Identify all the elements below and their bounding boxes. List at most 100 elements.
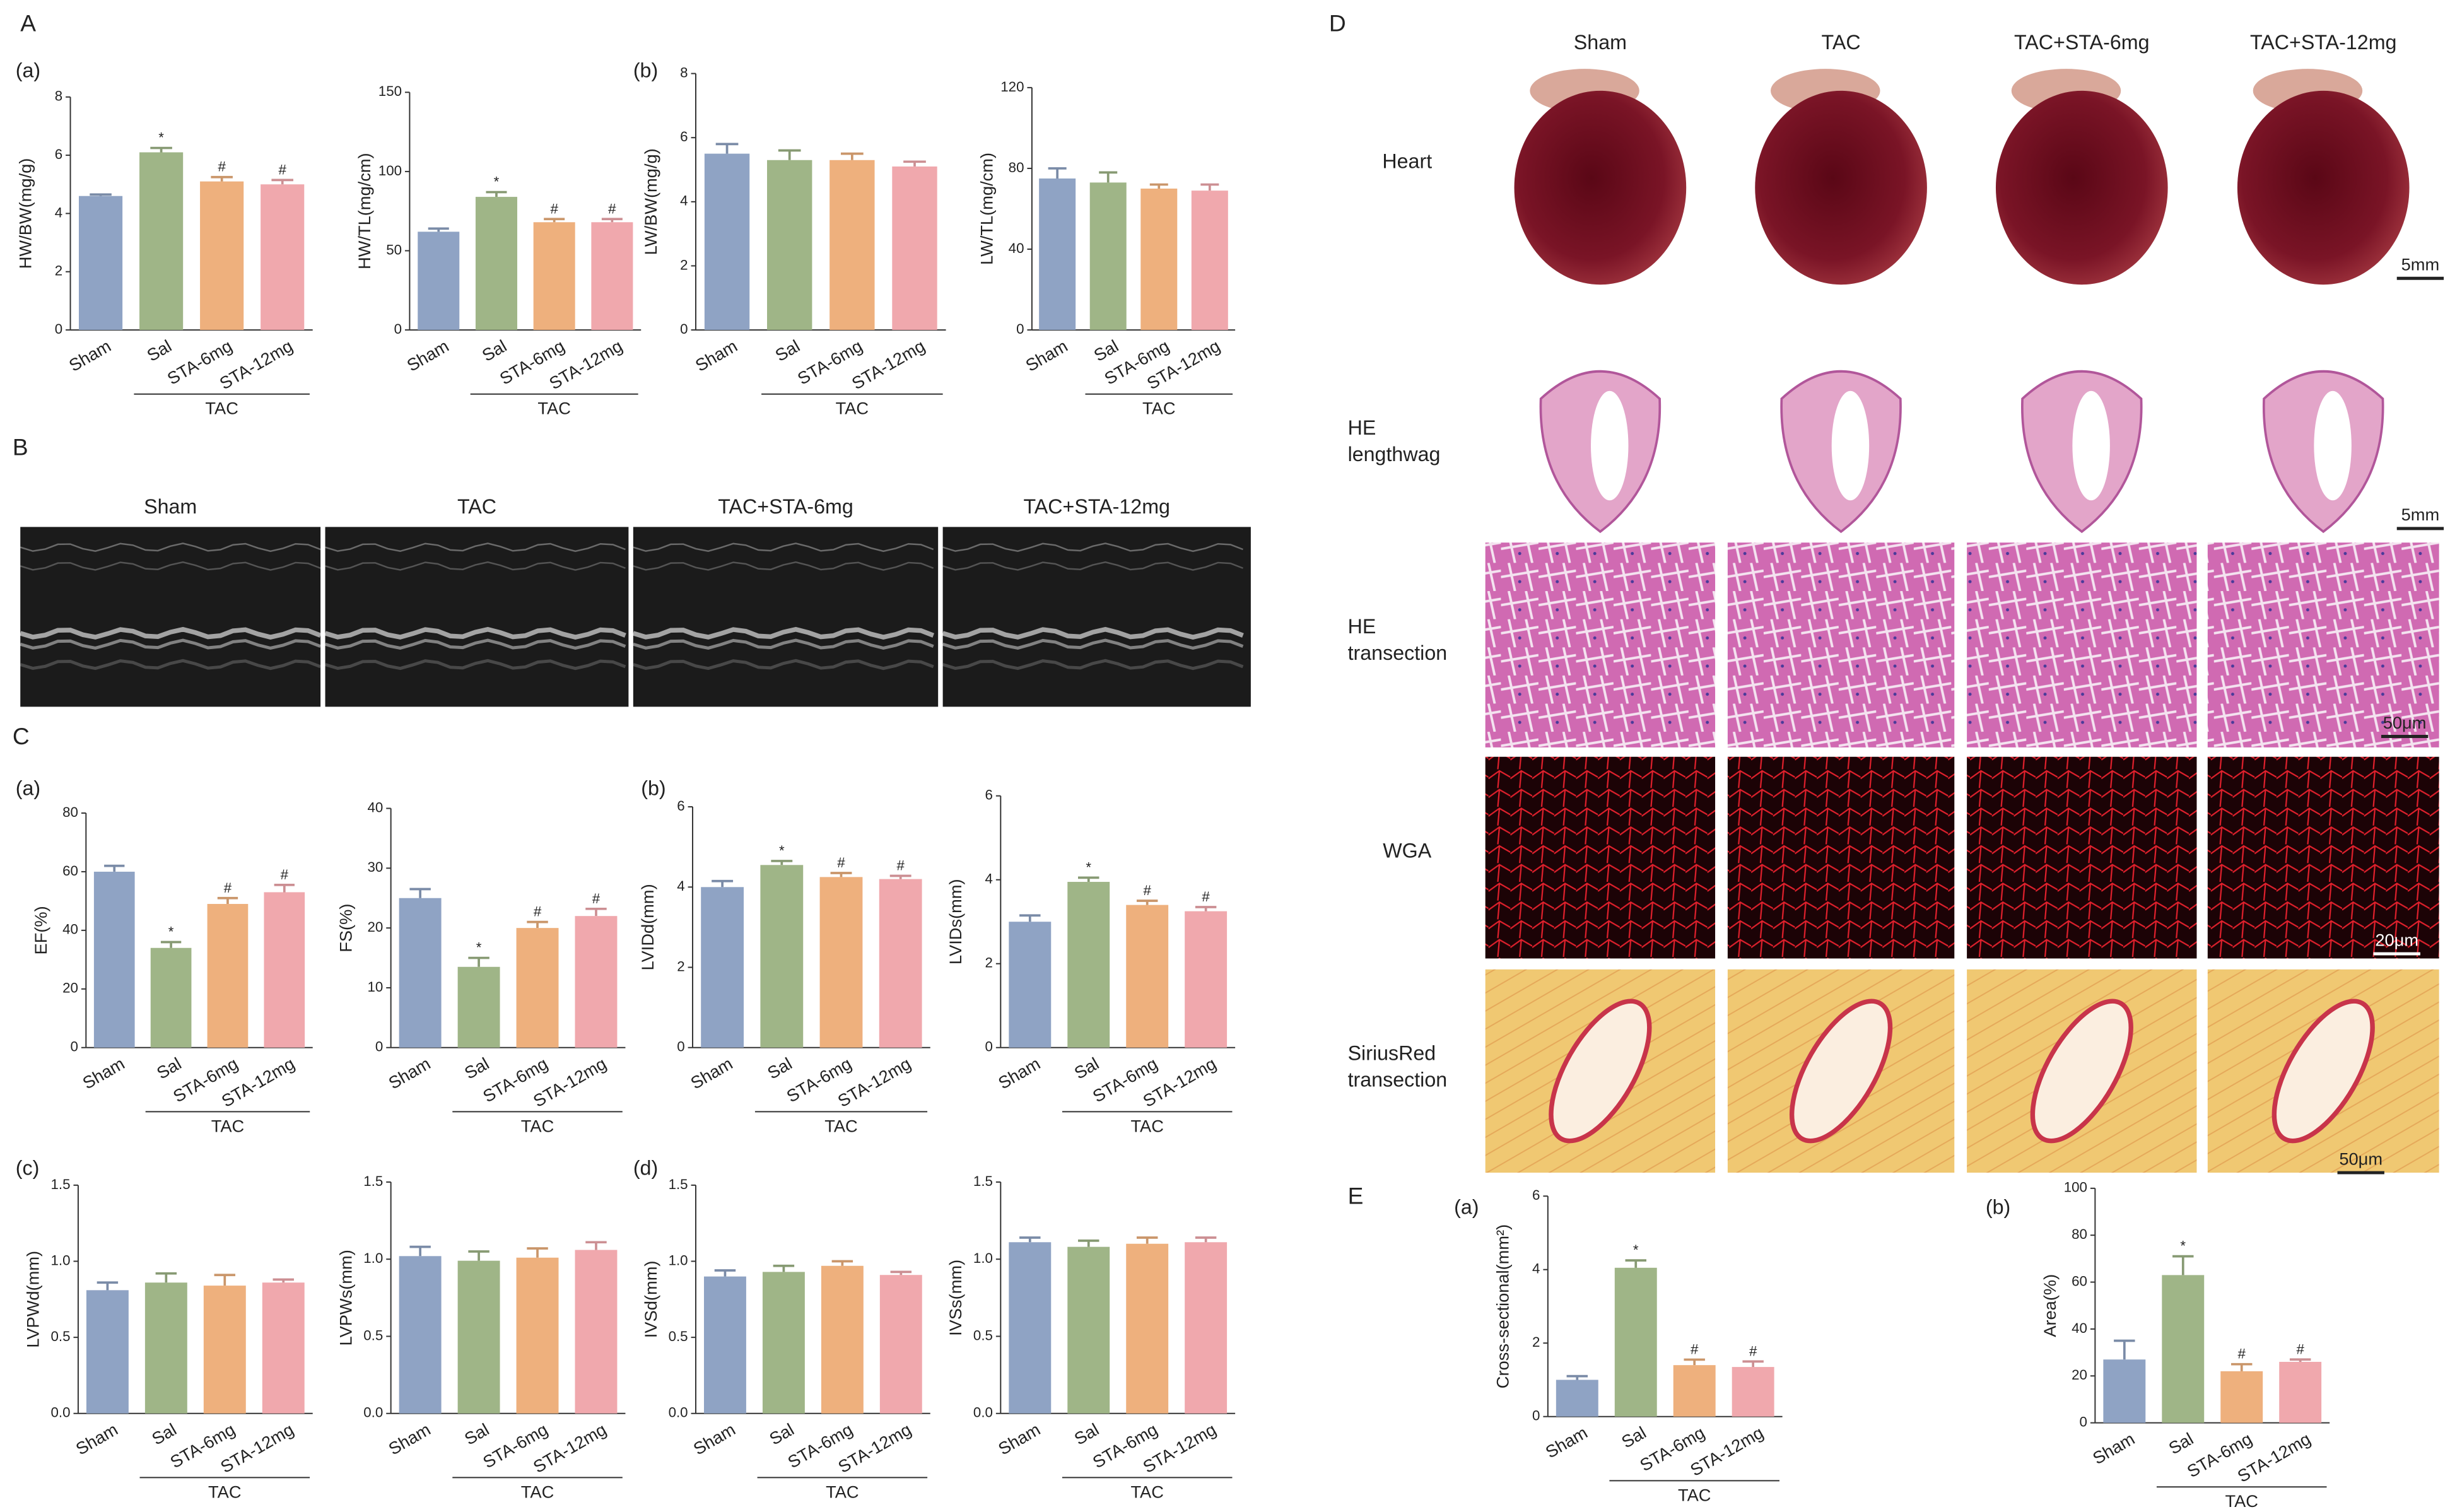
x-tick-label: Sham [995, 1053, 1043, 1093]
error-bar [1684, 1358, 1705, 1366]
y-tick-label: 4 [55, 204, 62, 220]
error-bar [1099, 171, 1118, 183]
panel-label: C [13, 723, 30, 749]
he-trans-image [1967, 542, 2197, 747]
y-tick-label: 0.0 [363, 1405, 383, 1421]
error-bar [890, 1270, 912, 1275]
error-bar [409, 888, 431, 898]
group-label: TAC [537, 399, 570, 418]
y-tick-label: 4 [680, 193, 688, 209]
bar [475, 197, 517, 331]
error-bar [468, 956, 489, 967]
group-label: TAC [1130, 1116, 1163, 1135]
echo-image [20, 527, 321, 707]
error-bar [1195, 906, 1217, 911]
sirius-vessel [1549, 999, 1652, 1144]
y-tick-label: 0 [55, 321, 62, 337]
bar [879, 879, 922, 1048]
column-header: TAC+STA-6mg [2014, 31, 2150, 54]
error-bar [486, 190, 507, 197]
error-bar [1078, 876, 1099, 882]
error-bar [601, 218, 623, 223]
y-tick-label: 100 [2064, 1180, 2087, 1195]
x-tick-label: Sham [692, 336, 741, 375]
row-label: transection [1348, 1069, 1448, 1091]
y-tick-label: 0 [1016, 321, 1024, 337]
bar [704, 153, 750, 331]
y-tick-label: 4 [677, 878, 684, 894]
bar [575, 1250, 618, 1414]
error-bar [1136, 1236, 1158, 1244]
x-tick-label: Sal [461, 1053, 493, 1083]
panel-label: E [1348, 1183, 1364, 1209]
error-bar [841, 152, 864, 160]
group-label: TAC [836, 399, 869, 418]
bar [207, 904, 249, 1048]
error-bar [155, 1272, 177, 1283]
significance-mark: # [1749, 1343, 1757, 1359]
error-bar [1195, 1236, 1217, 1243]
y-axis-label: HW/TL(mg/cm) [355, 153, 374, 269]
sub-label: (b) [641, 777, 665, 799]
error-bar [217, 896, 238, 905]
panel-label: D [1329, 10, 1346, 37]
group-label: TAC [521, 1116, 554, 1135]
error-bar [468, 1250, 489, 1261]
error-bar [2114, 1339, 2135, 1360]
bar [139, 152, 184, 331]
error-bar [1078, 1239, 1099, 1247]
significance-mark: # [2238, 1346, 2246, 1362]
he-long-cavity [1831, 390, 1870, 501]
x-tick-label: Sal [764, 1053, 795, 1083]
error-bar [2172, 1255, 2194, 1275]
wga-image [2207, 756, 2439, 959]
y-axis-label: LVIDd(mm) [638, 884, 657, 970]
significance-mark: # [608, 201, 616, 216]
y-tick-label: 1.0 [363, 1250, 383, 1266]
y-tick-label: 0 [2080, 1414, 2087, 1430]
heart-image [1514, 90, 1687, 285]
bar [1614, 1267, 1657, 1417]
significance-mark: # [278, 161, 286, 177]
y-axis-label: FS(%) [336, 904, 355, 952]
bar [703, 1276, 746, 1414]
error-bar [150, 146, 172, 153]
y-tick-label: 80 [1009, 160, 1024, 175]
x-tick-label: Sal [479, 336, 510, 365]
y-axis-label: Area(%) [2040, 1274, 2060, 1337]
x-tick-label: Sham [385, 1419, 433, 1458]
y-axis-label: IVSs(mm) [946, 1260, 965, 1336]
echo-trace [633, 659, 934, 671]
y-tick-label: 10 [367, 979, 383, 995]
echo-trace [942, 542, 1243, 553]
y-tick-label: 6 [677, 798, 684, 814]
error-bar [714, 1269, 736, 1277]
y-tick-label: 120 [1000, 79, 1024, 95]
y-tick-label: 0 [71, 1039, 78, 1055]
y-tick-label: 20 [2072, 1367, 2087, 1383]
error-bar [1742, 1360, 1764, 1368]
bar [150, 947, 192, 1048]
y-axis-label: EF(%) [31, 906, 50, 954]
bar [2162, 1275, 2205, 1423]
y-tick-label: 0.5 [973, 1327, 993, 1343]
he-long-cavity [1590, 390, 1629, 501]
bar [93, 871, 135, 1048]
error-bar [527, 1247, 548, 1258]
error-bar [773, 1264, 795, 1272]
error-bar [211, 175, 233, 182]
error-bar [2230, 1363, 2253, 1371]
significance-mark: # [837, 855, 845, 870]
y-tick-label: 60 [62, 863, 78, 879]
significance-mark: # [1202, 889, 1210, 905]
echo-trace [633, 638, 934, 650]
y-tick-label: 4 [1532, 1261, 1540, 1277]
bar [264, 892, 305, 1048]
error-bar [830, 872, 852, 877]
y-axis-label: LVPWs(mm) [336, 1250, 355, 1345]
significance-mark: * [476, 940, 482, 956]
echo-trace [633, 542, 934, 553]
x-tick-label: Sham [73, 1419, 121, 1458]
x-tick-label: Sham [687, 1053, 736, 1093]
echo-trace [942, 638, 1244, 650]
